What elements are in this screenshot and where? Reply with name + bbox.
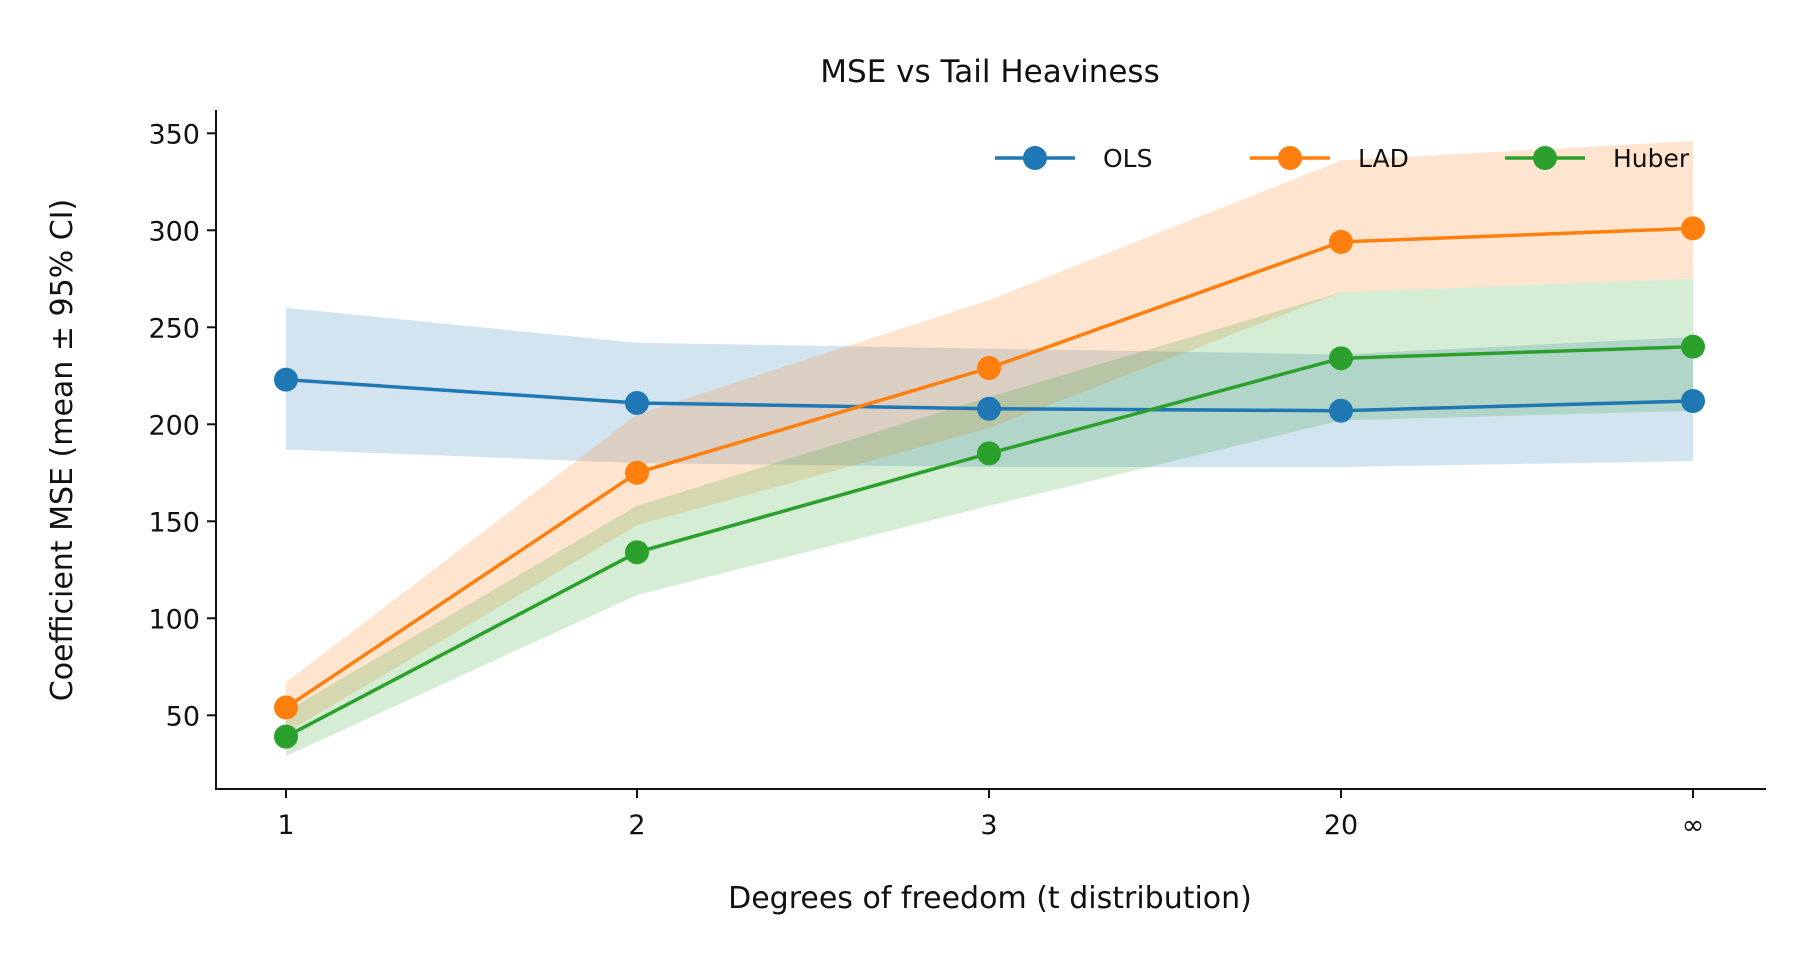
x-ticks: 1 2 3 20 ∞	[277, 789, 1704, 841]
point-ols-4	[1681, 389, 1705, 413]
legend-label-lad: LAD	[1358, 144, 1409, 173]
ci-band-huber	[286, 278, 1693, 757]
point-huber-3	[1329, 346, 1353, 371]
ci-band-ols	[286, 307, 1693, 467]
axes	[215, 110, 1766, 790]
x-axis-label: Degrees of freedom (t distribution)	[728, 881, 1252, 916]
point-lad-3	[1329, 229, 1353, 254]
y-tick-label: 300	[148, 216, 200, 247]
x-tick-label: ∞	[1682, 810, 1705, 841]
x-tick-label: 20	[1324, 810, 1358, 841]
point-ols-0	[274, 367, 298, 392]
series-points	[274, 216, 1705, 749]
x-tick-label: 3	[980, 810, 997, 841]
legend-label-ols: OLS	[1103, 144, 1152, 173]
point-huber-1	[625, 540, 649, 565]
chart-title: MSE vs Tail Heaviness	[820, 54, 1159, 90]
legend-marker-ols	[1023, 146, 1047, 170]
point-lad-1	[625, 460, 649, 485]
point-lad-0	[274, 695, 298, 720]
point-ols-3	[1329, 398, 1353, 423]
y-tick-label: 50	[166, 701, 200, 732]
ci-bands	[286, 141, 1693, 757]
x-tick-label: 2	[628, 810, 645, 841]
y-axis-label: Coefficient MSE (mean ± 95% CI)	[45, 199, 80, 702]
y-tick-label: 350	[148, 119, 200, 150]
point-ols-1	[625, 390, 649, 415]
y-tick-label: 100	[148, 604, 200, 635]
y-tick-label: 250	[148, 313, 200, 344]
point-lad-4	[1681, 216, 1705, 241]
legend-marker-huber	[1533, 146, 1557, 170]
legend-label-huber: Huber	[1613, 144, 1690, 173]
x-tick-label: 1	[277, 810, 294, 841]
y-ticks: 50 100 150 200 250 300 350	[148, 119, 216, 732]
point-huber-2	[977, 441, 1001, 466]
y-tick-label: 150	[148, 507, 200, 538]
point-huber-4	[1681, 334, 1705, 359]
legend-marker-lad	[1278, 146, 1302, 170]
ci-band-lad	[286, 141, 1693, 733]
legend: OLS LAD Huber	[995, 144, 1690, 173]
y-tick-label: 200	[148, 410, 200, 441]
point-huber-0	[274, 724, 298, 749]
point-lad-2	[977, 356, 1001, 381]
point-ols-2	[977, 396, 1001, 421]
